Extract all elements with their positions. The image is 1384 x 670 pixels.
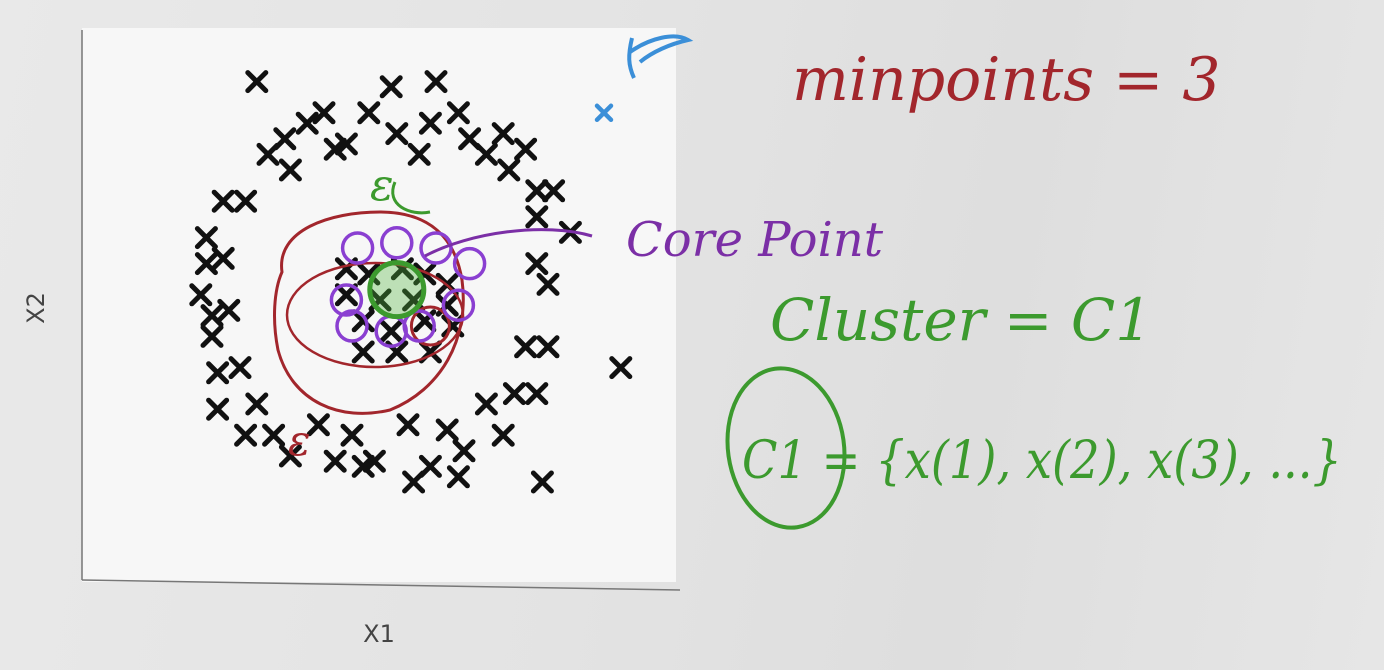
data-point (446, 465, 470, 489)
data-point (194, 252, 218, 276)
y-axis-label: X2 (22, 292, 50, 324)
data-point (474, 392, 498, 416)
data-point (351, 309, 375, 333)
border-point-circle (409, 305, 451, 347)
data-point (234, 189, 258, 213)
data-point (312, 101, 336, 125)
data-point (396, 413, 420, 437)
neighbor-circle (402, 309, 436, 343)
epsilon-arc-green (391, 181, 431, 215)
data-point (340, 423, 364, 447)
data-point (351, 454, 375, 478)
data-point (256, 142, 280, 166)
epsilon-neighborhood-red (273, 210, 465, 415)
data-point (502, 382, 526, 406)
neighbor-circle (329, 283, 364, 317)
data-point (357, 101, 381, 125)
noise-arrow-shaft (627, 37, 636, 79)
core-point-circle (367, 260, 427, 320)
data-point (530, 470, 554, 494)
data-point (262, 423, 286, 447)
minpoints-annotation: minpoints = 3 (792, 45, 1221, 115)
neighbor-circle (335, 309, 369, 343)
neighbor-circle (340, 231, 375, 265)
data-point (351, 340, 375, 364)
neighbor-circle (419, 231, 453, 265)
data-point (435, 418, 459, 442)
data-point (379, 75, 403, 99)
neighbor-circle (452, 246, 487, 281)
noise-point (594, 103, 614, 123)
data-point (362, 449, 386, 473)
data-point (525, 205, 549, 229)
epsilon-label-red: ε (288, 416, 311, 465)
data-point (194, 226, 218, 250)
cluster-label-circle (725, 366, 847, 530)
data-point (278, 158, 302, 182)
data-point (407, 142, 431, 166)
core-point-pointer (424, 228, 593, 258)
data-point (379, 319, 403, 343)
data-point (497, 158, 521, 182)
data-point (245, 70, 269, 94)
data-points (189, 70, 633, 494)
data-point (402, 470, 426, 494)
data-point (295, 111, 319, 135)
neighbor-circle (380, 226, 414, 260)
data-point (357, 262, 381, 286)
data-point (525, 382, 549, 406)
data-point (536, 272, 560, 296)
data-point (609, 356, 633, 380)
data-point (189, 283, 213, 307)
data-point (334, 283, 358, 307)
x-axis-label: X1 (363, 620, 395, 648)
data-point (413, 262, 437, 286)
data-point (245, 392, 269, 416)
data-point (323, 137, 347, 161)
data-point (525, 252, 549, 276)
neighbor-circles (329, 226, 487, 348)
data-point (514, 137, 538, 161)
data-point (206, 397, 230, 421)
data-point (491, 122, 515, 146)
data-point (474, 142, 498, 166)
data-point (525, 179, 549, 203)
cluster-set-annotation: C1 = {x(1), x(2), x(3), ...} (742, 431, 1342, 491)
cluster-annotation: Cluster = C1 (770, 286, 1152, 354)
data-point (200, 324, 224, 348)
annotations: minpoints = 3 Core Point Cluster = C1 C1… (273, 34, 1342, 530)
data-point (228, 356, 252, 380)
data-point (418, 111, 442, 135)
data-point (446, 101, 470, 125)
data-point (424, 70, 448, 94)
data-point (306, 413, 330, 437)
data-point (452, 439, 476, 463)
neighbor-circle (441, 288, 476, 322)
data-point (323, 449, 347, 473)
data-point (491, 423, 515, 447)
data-point (200, 304, 224, 328)
data-point (334, 132, 358, 156)
data-point (217, 298, 241, 322)
data-point (385, 122, 409, 146)
x-axis-line (81, 579, 681, 591)
data-point (211, 246, 235, 270)
data-point (514, 335, 538, 359)
data-point (234, 423, 258, 447)
data-point (536, 335, 560, 359)
data-point (211, 189, 235, 213)
core-point-annotation: Core Point (626, 212, 884, 268)
data-point (542, 179, 566, 203)
noise-arrow-icon (628, 34, 694, 64)
epsilon-label-green: ε (370, 160, 394, 211)
data-point (278, 444, 302, 468)
epsilon-neighborhood-inner (285, 261, 465, 369)
data-point (206, 361, 230, 385)
